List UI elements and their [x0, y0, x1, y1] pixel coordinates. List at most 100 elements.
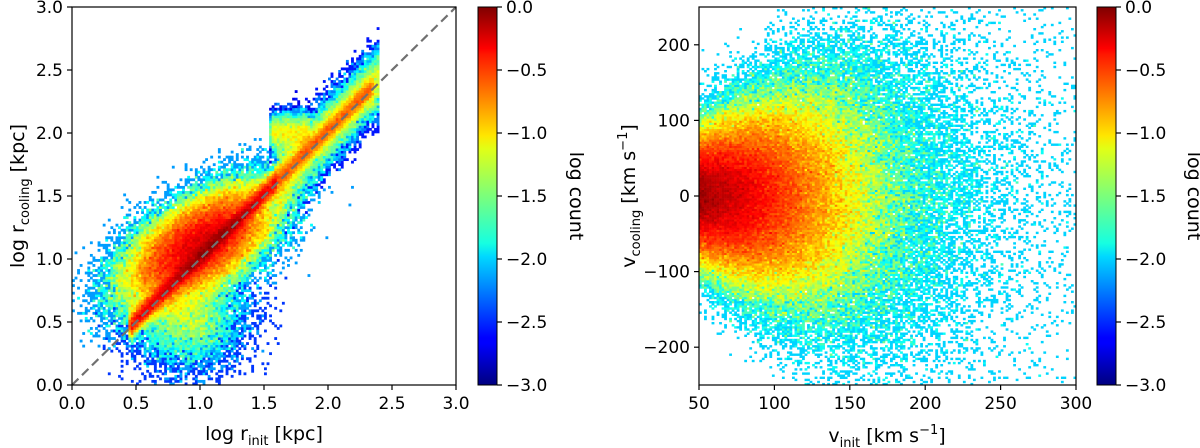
heatmap-cell [256, 183, 260, 187]
heatmap-cell [184, 233, 188, 237]
heatmap-cell [169, 314, 173, 318]
heatmap-cell [182, 281, 185, 285]
heatmap-cell [312, 165, 316, 169]
heatmap-cell [287, 183, 290, 187]
heatmap-cell [174, 226, 178, 230]
heatmap-cell [302, 185, 306, 189]
heatmap-cell [202, 289, 206, 293]
heatmap-cell [320, 173, 324, 177]
heatmap-cell [171, 236, 175, 240]
heatmap-cell [138, 379, 142, 383]
heatmap-cell [159, 233, 162, 237]
heatmap-cell [294, 183, 298, 187]
heatmap-cell [284, 233, 288, 237]
heatmap-cell [153, 271, 157, 275]
heatmap-cell [182, 337, 185, 340]
heatmap-cell [164, 332, 168, 335]
heatmap-cell [146, 233, 150, 237]
heatmap-cell [276, 213, 280, 217]
heatmap-cell [153, 324, 157, 328]
heatmap-cell [258, 269, 262, 272]
heatmap-cell [130, 337, 134, 340]
heatmap-cell [292, 216, 296, 219]
heatmap-cell [210, 347, 214, 351]
heatmap-cell [200, 226, 203, 230]
heatmap-cell [274, 170, 278, 174]
heatmap-cell [192, 231, 196, 235]
heatmap-cell [197, 238, 201, 242]
heatmap-cell [187, 276, 191, 280]
heatmap-cell [215, 379, 219, 383]
heatmap-cell [153, 334, 157, 338]
heatmap-cell [184, 286, 188, 290]
heatmap-cell [115, 253, 119, 257]
heatmap-cell [118, 286, 121, 290]
heatmap-cell [141, 264, 144, 267]
heatmap-cell [205, 228, 208, 232]
heatmap-cell [146, 248, 150, 252]
heatmap-cell [128, 324, 132, 328]
heatmap-cell [212, 231, 216, 235]
heatmap-cell [230, 178, 234, 182]
heatmap-cell [123, 311, 127, 315]
heatmap-cell [266, 163, 270, 167]
heatmap-cell [269, 284, 272, 288]
heatmap-cell [207, 238, 211, 242]
heatmap-cell [253, 206, 257, 209]
heatmap-cell [274, 203, 278, 207]
heatmap-cell [189, 359, 193, 363]
heatmap-cell [133, 301, 137, 305]
heatmap-cell [340, 163, 344, 167]
heatmap-cell [133, 284, 137, 288]
heatmap-cell [251, 279, 255, 282]
heatmap-cell [136, 316, 139, 320]
heatmap-cell [228, 329, 232, 333]
heatmap-cell [246, 168, 249, 172]
heatmap-cell [141, 301, 144, 305]
heatmap-cell [207, 322, 211, 325]
heatmap-cell [130, 379, 134, 383]
heatmap-cell [220, 196, 224, 199]
heatmap-cell [271, 206, 275, 209]
heatmap-cell [202, 294, 206, 298]
heatmap-cell [248, 296, 252, 300]
heatmap-cell [184, 259, 188, 262]
heatmap-cell [210, 206, 214, 209]
heatmap-cell [146, 301, 150, 305]
heatmap-cell [215, 322, 219, 325]
heatmap-cell [128, 246, 132, 250]
heatmap-cell [233, 271, 237, 275]
heatmap-cell [156, 228, 160, 232]
heatmap-cell [128, 286, 132, 290]
heatmap-cell [182, 299, 185, 303]
heatmap-cell [220, 183, 224, 187]
heatmap-cell [153, 269, 157, 272]
heatmap-cell [123, 248, 127, 252]
heatmap-cell [269, 276, 272, 280]
heatmap-cell [200, 289, 203, 293]
heatmap-cell [164, 231, 168, 235]
heatmap-cell [189, 357, 193, 361]
heatmap-cell [220, 304, 224, 308]
heatmap-cell [205, 276, 208, 280]
heatmap-cell [200, 332, 203, 335]
heatmap-cell [184, 344, 188, 348]
heatmap-cell [130, 226, 134, 230]
heatmap-cell [89, 241, 93, 245]
heatmap-cell [248, 196, 252, 199]
heatmap-cell [225, 188, 229, 192]
heatmap-cell [266, 183, 270, 187]
heatmap-cell [205, 271, 208, 275]
heatmap-cell [317, 165, 321, 169]
heatmap-cell [289, 160, 293, 164]
heatmap-cell [220, 344, 224, 348]
heatmap-cell [125, 319, 129, 323]
heatmap-cell [136, 306, 139, 310]
heatmap-cell [146, 274, 150, 277]
heatmap-cell [302, 160, 306, 164]
heatmap-cell [207, 264, 211, 267]
heatmap-cell [307, 190, 311, 194]
heatmap-cell [184, 319, 188, 323]
heatmap-cell [220, 241, 224, 245]
heatmap-cell [230, 236, 234, 240]
